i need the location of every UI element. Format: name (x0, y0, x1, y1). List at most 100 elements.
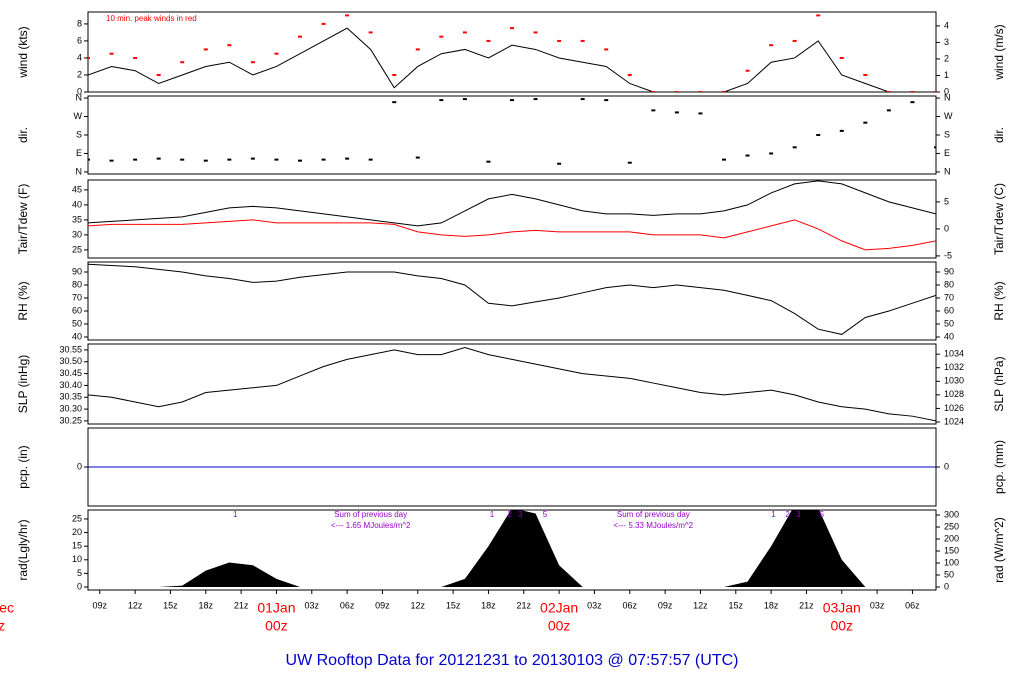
data-point (486, 160, 491, 163)
y2-axis-title: pcp. (mm) (992, 440, 1006, 494)
x-tick-label: 00z (265, 618, 288, 634)
data-point (792, 146, 797, 149)
data-point (510, 27, 514, 30)
x-tick-label: 15z (446, 600, 461, 610)
y2-tick-label: E (944, 148, 950, 158)
y-axis-title: RH (%) (16, 281, 30, 320)
y2-tick-label: 70 (944, 292, 954, 302)
data-point (415, 156, 420, 159)
plot-area (88, 347, 936, 422)
data-point (722, 158, 726, 161)
y2-tick-label: 1034 (944, 349, 964, 359)
note-detail: <--- 1.65 MJoules/m^2 (331, 521, 411, 530)
y2-tick-label: N (944, 92, 951, 102)
y2-tick-label: 1 (944, 70, 949, 80)
data-point (580, 39, 585, 42)
y-tick-label: 5 (77, 568, 82, 578)
y-tick-label: 40 (72, 331, 82, 341)
series-line (88, 347, 936, 422)
data-point (816, 14, 821, 17)
y-tick-label: 50 (72, 318, 82, 328)
note: Sum of previous day (334, 510, 407, 519)
y-tick-label: 45 (72, 184, 82, 194)
data-point (910, 101, 915, 104)
y2-tick-label: 50 (944, 318, 954, 328)
hour-mark: 2 (785, 510, 790, 519)
data-point (674, 111, 679, 114)
y-tick-label: 25 (72, 244, 82, 254)
series-line (88, 219, 936, 251)
panel-frame (87, 179, 937, 259)
y2-tick-label: 60 (944, 305, 954, 315)
data-point (722, 91, 726, 92)
y-tick-label: W (74, 111, 83, 121)
data-point (462, 31, 467, 34)
data-point (392, 73, 397, 76)
y2-axis-title: rad (W/m^2) (992, 517, 1006, 583)
data-point (792, 39, 797, 42)
y2-tick-label: 5 (944, 196, 949, 206)
plot-area (88, 98, 936, 165)
data-point (934, 146, 936, 149)
x-tick-label: 00z (0, 618, 5, 634)
hour-mark: 3 (796, 510, 801, 519)
hour-mark: 1 (233, 510, 238, 519)
data-point (250, 61, 255, 64)
hour-mark: 3 (518, 510, 523, 519)
data-point (133, 158, 138, 161)
data-point (698, 91, 703, 92)
y-tick-label: 4 (77, 52, 82, 62)
y2-tick-label: 0 (944, 461, 949, 471)
day-label: 01Jan (257, 600, 295, 616)
x-tick-label: 09z (375, 600, 390, 610)
day-label: 31Dec (0, 600, 14, 616)
y2-tick-label: 3 (944, 37, 949, 47)
data-point (156, 73, 161, 76)
hour-mark: 1 (490, 510, 495, 519)
plot-area (88, 510, 936, 588)
y2-tick-label: N (944, 166, 951, 176)
page-title: UW Rooftop Data for 20121231 to 20130103… (286, 652, 739, 669)
y-tick-label: 8 (77, 18, 82, 28)
y-tick-label: 40 (72, 199, 82, 209)
data-point (557, 162, 562, 165)
panel-frame (87, 95, 937, 175)
y2-tick-label: 2 (944, 53, 949, 63)
data-point (298, 159, 302, 162)
y-tick-label: N (76, 92, 83, 102)
y-axis-title: wind (kts) (16, 26, 30, 78)
data-point (439, 35, 444, 38)
y2-tick-label: 250 (944, 521, 959, 531)
data-point (910, 91, 915, 92)
data-point (180, 158, 185, 161)
x-tick-label: 06z (905, 600, 920, 610)
data-point (627, 161, 632, 164)
data-point (274, 158, 279, 161)
y-tick-label: 10 (72, 554, 82, 564)
y-axis-title: pcp. (in) (16, 445, 30, 488)
data-point (651, 91, 656, 92)
y-axis-title: SLP (inHg) (16, 355, 30, 413)
data-point (345, 14, 350, 17)
panel-frame (87, 261, 937, 341)
day-label: 03Jan (823, 600, 861, 616)
y-tick-label: 30 (72, 229, 82, 239)
data-point (863, 73, 868, 76)
x-tick-label: 00z (548, 618, 571, 634)
y2-tick-label: 200 (944, 533, 959, 543)
plot-area (88, 180, 936, 251)
data-point (203, 48, 208, 51)
data-point (88, 158, 90, 161)
y2-tick-label: 0 (944, 86, 949, 96)
x-tick-label: 12z (411, 600, 426, 610)
y2-tick-label: 100 (944, 557, 959, 567)
data-point (203, 159, 208, 162)
y-tick-label: 6 (77, 35, 82, 45)
annotation: 10 min. peak winds in red (106, 14, 197, 23)
y-tick-label: 30.25 (59, 415, 82, 425)
data-point (604, 99, 609, 102)
series-line (88, 263, 936, 335)
x-tick-label: 06z (340, 600, 355, 610)
x-tick-label: 18z (481, 600, 496, 610)
